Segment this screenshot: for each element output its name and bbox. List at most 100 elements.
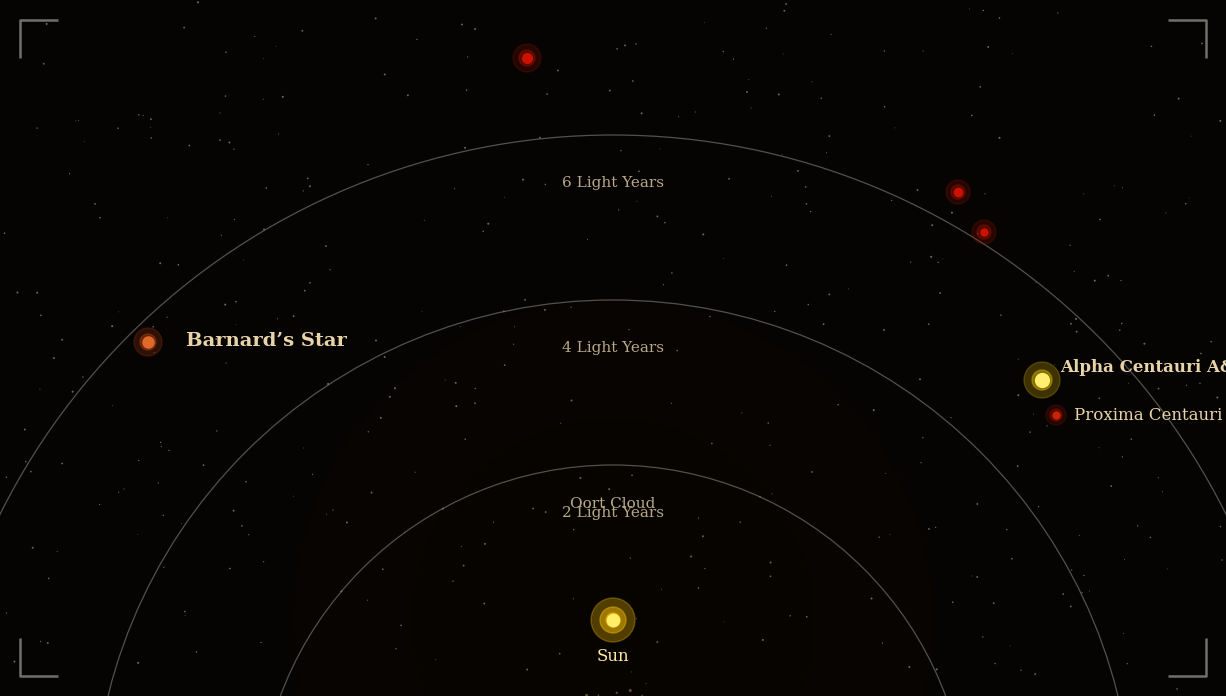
Point [997, 524, 1016, 535]
Point [109, 487, 129, 498]
Point [760, 571, 780, 582]
Point [53, 458, 72, 469]
Point [212, 230, 232, 241]
Point [623, 75, 642, 86]
Point [380, 391, 400, 402]
Point [989, 132, 1009, 143]
Point [1011, 665, 1031, 676]
Point [647, 637, 667, 648]
Point [731, 516, 750, 528]
Point [23, 542, 43, 553]
Point [457, 52, 477, 63]
Point [839, 283, 858, 294]
Point [753, 634, 772, 645]
Point [494, 306, 514, 317]
Point [550, 418, 570, 429]
Point [600, 484, 619, 495]
Point [63, 386, 82, 397]
Point [1090, 393, 1110, 404]
Point [913, 432, 933, 443]
Point [375, 351, 395, 363]
Point [316, 509, 336, 520]
Point [1128, 520, 1148, 531]
Point [864, 404, 884, 416]
Point [682, 551, 701, 562]
Point [613, 496, 633, 507]
Point [991, 310, 1010, 321]
Point [108, 122, 128, 134]
Point [31, 310, 50, 321]
Point [967, 498, 987, 509]
Point [655, 217, 674, 228]
Point [1098, 270, 1118, 281]
Point [134, 110, 153, 121]
Point [1002, 553, 1021, 564]
Text: 4 Light Years: 4 Light Years [562, 341, 664, 355]
Point [221, 563, 240, 574]
Point [466, 383, 485, 394]
Point [504, 339, 524, 350]
Point [685, 106, 705, 118]
Point [1192, 348, 1211, 359]
Point [926, 522, 945, 533]
Point [761, 191, 781, 202]
Point [1058, 358, 1078, 370]
Point [31, 383, 50, 395]
Point [797, 611, 817, 622]
Point [398, 90, 418, 101]
Point [39, 573, 59, 584]
Point [224, 214, 244, 225]
Point [689, 583, 709, 594]
Point [254, 53, 273, 64]
Point [620, 553, 640, 564]
Point [562, 301, 581, 313]
Point [478, 218, 498, 229]
Point [375, 69, 395, 80]
Text: Alpha Centauri A&B: Alpha Centauri A&B [1060, 360, 1226, 377]
Point [151, 258, 170, 269]
Circle shape [519, 50, 535, 66]
Point [874, 324, 894, 335]
Point [1210, 116, 1226, 127]
Point [922, 220, 942, 231]
Point [694, 17, 714, 28]
Point [761, 557, 781, 568]
Point [159, 445, 179, 456]
Point [577, 234, 597, 245]
Point [714, 616, 733, 627]
Point [48, 546, 67, 557]
Point [1190, 378, 1210, 389]
Point [777, 260, 797, 271]
Point [765, 306, 785, 317]
Point [129, 109, 148, 120]
Point [505, 322, 525, 333]
Point [395, 527, 414, 538]
Point [875, 468, 895, 479]
Point [455, 142, 474, 153]
Point [1045, 359, 1064, 370]
Point [129, 657, 148, 668]
Point [875, 101, 895, 112]
Point [298, 173, 318, 184]
Point [1152, 487, 1172, 498]
Point [1140, 532, 1160, 543]
Point [537, 88, 557, 100]
Point [693, 531, 712, 542]
Point [984, 598, 1004, 609]
Point [910, 374, 929, 385]
Point [760, 440, 780, 451]
Point [647, 211, 667, 222]
Point [653, 279, 673, 290]
Circle shape [977, 225, 991, 239]
Point [254, 556, 273, 567]
Point [695, 563, 715, 574]
Point [300, 277, 320, 288]
Point [1145, 109, 1165, 120]
Point [16, 456, 36, 467]
Point [454, 560, 473, 571]
Point [900, 661, 920, 672]
Point [1156, 207, 1176, 219]
Point [1025, 669, 1045, 680]
Point [495, 360, 515, 371]
Point [869, 532, 889, 543]
